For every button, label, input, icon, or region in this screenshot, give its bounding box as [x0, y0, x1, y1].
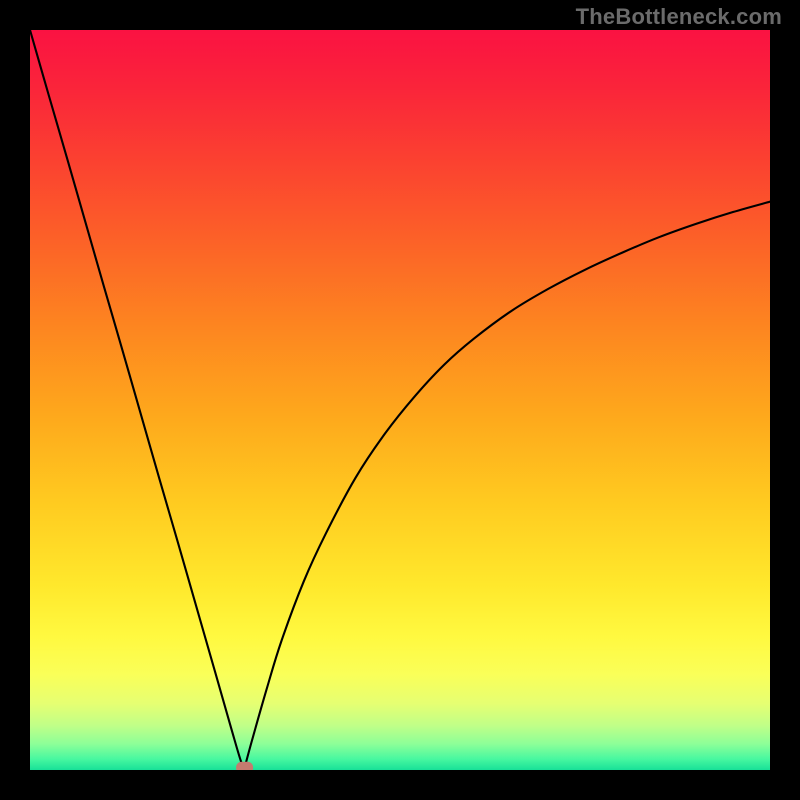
- chart-background: [30, 30, 770, 770]
- gradient-chart: [30, 30, 770, 770]
- minimum-marker: [237, 762, 253, 770]
- watermark-text: TheBottleneck.com: [576, 4, 782, 30]
- plot-area: [30, 30, 770, 770]
